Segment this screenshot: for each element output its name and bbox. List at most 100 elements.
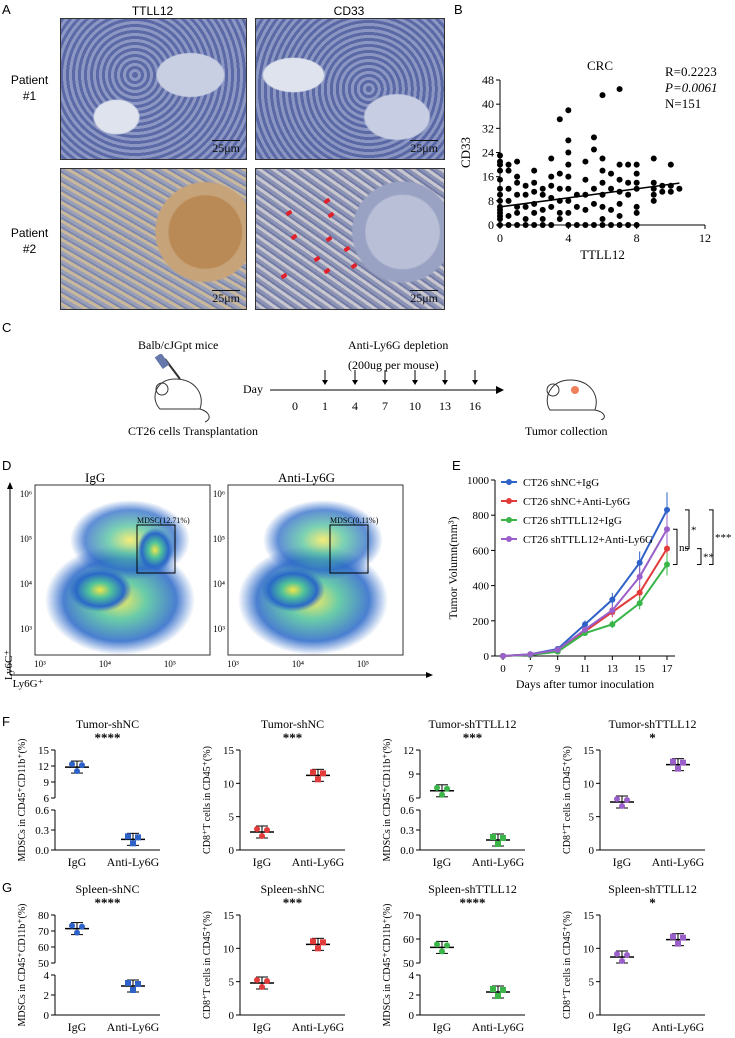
y-tick-label: 400 — [473, 581, 490, 593]
x-tick-label: 10³ — [227, 659, 239, 669]
data-point — [565, 161, 572, 168]
x-tick-label: 17 — [662, 663, 674, 675]
positive-cell-marker — [350, 262, 358, 270]
x-tick-label: Anti-Ly6G — [472, 1020, 525, 1034]
data-point — [531, 188, 538, 195]
y-tick-label: 0.6 — [35, 805, 49, 817]
y-tick-label: 0 — [229, 1010, 235, 1022]
population-density — [263, 500, 383, 580]
significance-label: *** — [283, 895, 303, 910]
scale-label: 25μm — [212, 291, 240, 305]
data-point — [497, 222, 503, 228]
sig-bracket-2 — [697, 548, 702, 565]
data-point — [636, 559, 643, 566]
series-line — [502, 563, 668, 657]
data-point — [74, 929, 80, 936]
data-point — [636, 573, 643, 580]
positive-cell-marker — [323, 197, 331, 205]
row-label-line: #2 — [22, 242, 37, 256]
data-point — [531, 179, 538, 186]
mouse-strain-label: Balb/cJGpt mice — [138, 338, 219, 352]
data-point — [573, 222, 580, 228]
data-point — [505, 197, 512, 204]
data-point — [135, 834, 141, 841]
data-point — [514, 222, 521, 228]
data-point — [522, 222, 529, 228]
day-label: 7 — [382, 399, 388, 413]
data-point — [79, 762, 85, 769]
legend-marker — [506, 517, 512, 523]
data-point — [608, 222, 615, 228]
y-tick-label: 10 — [223, 778, 235, 790]
data-point — [135, 981, 141, 987]
x-tick-label: 10⁵ — [164, 659, 176, 669]
y-tick-label: 5 — [229, 812, 235, 824]
scale-bar — [212, 289, 240, 291]
injection-arrowhead — [352, 380, 358, 385]
y-tick-label: 0 — [484, 651, 490, 663]
data-point — [608, 185, 615, 192]
schematic: Balb/cJGpt mice CT26 cells Transplantati… — [0, 320, 735, 450]
x-tick-label: 7 — [528, 663, 534, 675]
panel-label-c: C — [2, 320, 12, 335]
tumor-growth-chart: 0 200 400 600 800 1000 0 7 9 11 13 15 17 Days after t… — [446, 475, 732, 691]
y-tick-label: 60 — [38, 942, 50, 954]
injection-arrowhead — [322, 380, 328, 385]
data-point — [320, 939, 326, 946]
data-point — [315, 776, 321, 783]
positive-cell-marker — [343, 245, 351, 253]
data-point — [625, 179, 632, 186]
day-label: 0 — [292, 399, 298, 413]
data-point — [599, 167, 606, 174]
x-tick-label: Anti-Ly6G — [652, 1020, 705, 1034]
data-point — [609, 621, 616, 628]
y-tick-label: 4 — [409, 970, 415, 982]
data-point — [582, 158, 589, 165]
data-point — [582, 206, 589, 213]
data-point — [500, 835, 506, 841]
data-point — [670, 758, 676, 765]
data-point — [619, 803, 625, 809]
data-point — [590, 200, 597, 207]
data-point — [616, 176, 623, 183]
data-point — [650, 191, 657, 198]
y-tick-label: 80 — [38, 910, 50, 922]
legend-marker — [506, 479, 512, 485]
data-point — [619, 958, 625, 964]
x-tick-label: 4 — [565, 231, 571, 245]
data-point — [254, 826, 260, 832]
positive-cell-marker — [290, 233, 298, 241]
x-tick-label: IgG — [613, 855, 632, 869]
x-tick-label: 10⁴ — [99, 659, 111, 669]
data-point — [636, 600, 643, 607]
data-point — [522, 191, 529, 198]
data-point — [125, 980, 131, 986]
x-tick-label: IgG — [613, 1020, 632, 1034]
row-label-line: #1 — [22, 89, 37, 103]
data-point — [500, 987, 506, 993]
x-tick-label: 12 — [699, 231, 711, 245]
data-point — [500, 653, 506, 659]
flow-cytometry-plots: MDSC(12.71%) 10⁶ 10⁵ 10⁴ 10³ 10³ 10⁴ 10⁵ MDSC(0.… — [3, 482, 433, 690]
data-point — [497, 191, 503, 198]
y-tick-label: 10⁶ — [20, 489, 32, 499]
data-point — [505, 167, 512, 174]
data-point — [495, 993, 501, 999]
data-point — [554, 646, 561, 653]
y-axis-label: MDSCs in CD45⁺CD11b⁺(%) — [17, 904, 28, 1027]
data-point — [609, 607, 616, 614]
y-tick-label: 600 — [473, 545, 490, 557]
y-tick-label: 6 — [409, 793, 415, 805]
data-point — [310, 769, 316, 776]
y-axis-label: MDSCs in CD45⁺CD11b⁺(%) — [382, 904, 393, 1027]
data-point — [582, 626, 588, 633]
sig-bracket-1 — [685, 509, 690, 550]
dot-plot-grid: Tumor-shNC****MDSCs in CD45⁺CD11b⁺(%)IgG… — [17, 717, 705, 1034]
data-point — [614, 951, 620, 957]
x-tick-label: IgG — [433, 1020, 452, 1034]
data-point — [565, 197, 572, 204]
data-point — [667, 161, 674, 168]
data-point — [490, 834, 496, 840]
timeline: 0 1 4 7 10 13 16 — [270, 370, 504, 413]
ihc-col-title-cd33: CD33 — [333, 4, 365, 18]
